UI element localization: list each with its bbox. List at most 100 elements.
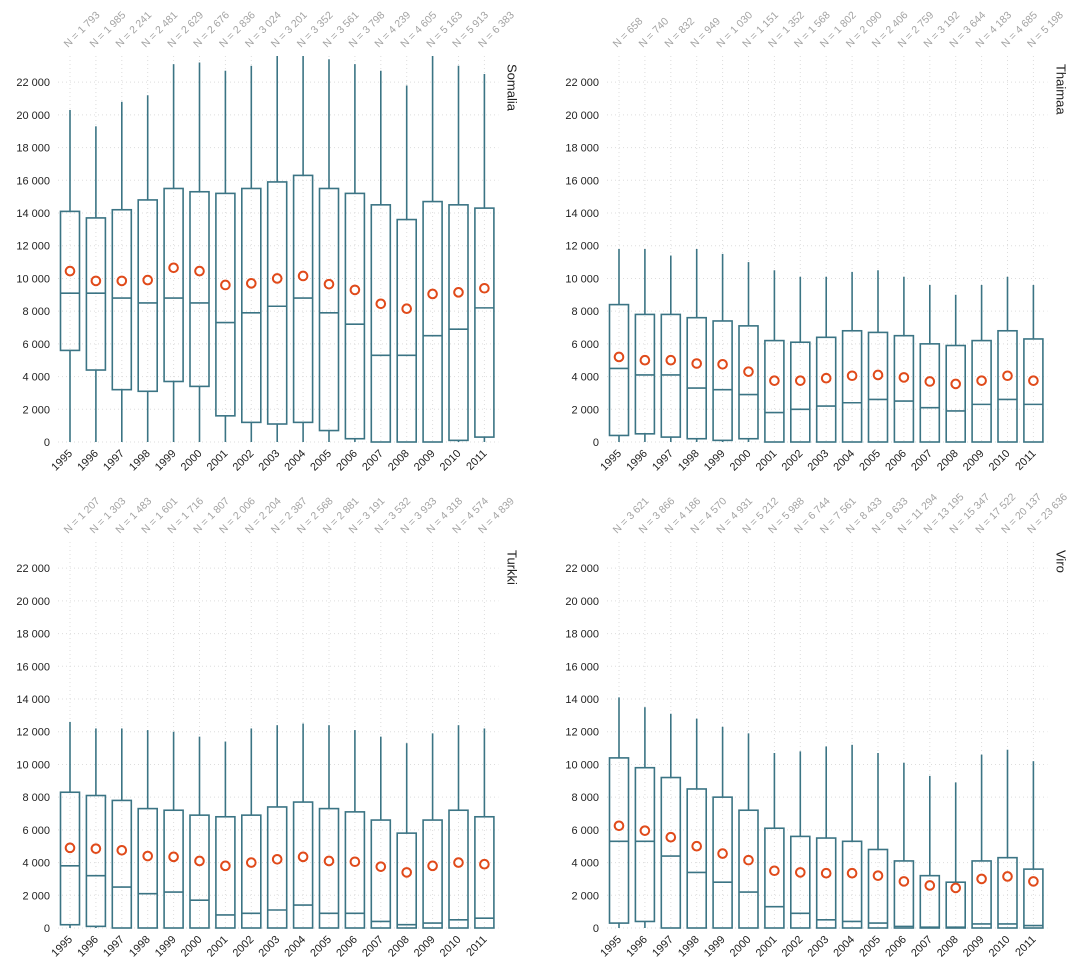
mean-marker	[1028, 876, 1039, 887]
mean-marker	[323, 855, 335, 867]
box	[893, 334, 915, 443]
x-tick-label: 2001	[754, 934, 780, 959]
box	[686, 316, 708, 440]
x-tick-label: 1996	[75, 448, 101, 474]
x-tick-label: 1997	[101, 934, 127, 959]
panel: 0 2 000 4 000 6 000 8 000 10 000 12 000 14 000 1…	[16, 9, 519, 473]
mean-marker	[924, 376, 936, 387]
mean-marker	[479, 858, 490, 870]
y-tick-label: 6 000	[22, 339, 50, 351]
box	[59, 791, 81, 926]
x-tick-label: 2002	[780, 448, 806, 474]
mean-marker	[769, 865, 780, 877]
y-tick-label: 16 000	[565, 175, 599, 187]
box	[370, 204, 392, 443]
x-tick-label: 2003	[257, 934, 283, 959]
mean-marker	[168, 851, 179, 863]
box	[85, 794, 107, 928]
mean-marker	[297, 851, 309, 863]
box	[241, 187, 262, 424]
mean-marker	[375, 298, 387, 310]
x-tick-label: 1998	[127, 934, 153, 959]
mean-marker	[1002, 871, 1013, 882]
box	[971, 339, 992, 443]
x-tick-label: 1996	[624, 934, 650, 959]
y-tick-label: 6 000	[571, 825, 599, 837]
x-tick-label: 2006	[883, 934, 909, 959]
x-tick-label: 1996	[624, 448, 650, 474]
y-tick-label: 6 000	[22, 825, 50, 837]
box	[163, 187, 184, 383]
mean-marker	[769, 375, 780, 386]
box	[266, 806, 288, 929]
panel-title: Thaimaa	[1053, 64, 1068, 115]
box	[163, 809, 184, 929]
y-tick-label: 18 000	[16, 629, 50, 641]
x-tick-label: 2007	[909, 934, 935, 959]
box	[867, 848, 889, 929]
mean-marker	[691, 358, 703, 369]
box	[945, 881, 967, 929]
mean-marker	[795, 375, 806, 386]
y-tick-label: 8 000	[571, 792, 599, 804]
x-tick-label: 1999	[153, 448, 179, 474]
box	[841, 329, 863, 443]
box	[189, 190, 210, 388]
mean-marker	[924, 880, 936, 891]
y-tick-label: 16 000	[16, 175, 50, 187]
x-tick-label: 2008	[935, 448, 961, 474]
y-tick-label: 18 000	[565, 143, 599, 155]
x-tick-label: 2003	[806, 934, 832, 959]
x-tick-label: 2010	[438, 934, 464, 959]
box	[1023, 868, 1044, 929]
box	[448, 204, 469, 442]
panel: 0 2 000 4 000 6 000 8 000 10 000 12 000 14 000 1…	[16, 495, 519, 959]
box	[111, 208, 133, 391]
x-tick-label: 2011	[464, 448, 489, 473]
y-tick-label: 20 000	[565, 596, 599, 608]
box	[189, 814, 210, 929]
x-tick-label: 1997	[650, 934, 676, 959]
box	[137, 807, 158, 929]
y-tick-label: 20 000	[16, 110, 50, 122]
box	[997, 856, 1018, 929]
box	[608, 757, 630, 924]
x-tick-label: 2010	[438, 448, 464, 474]
y-tick-label: 12 000	[16, 241, 50, 253]
y-tick-label: 6 000	[571, 339, 599, 351]
box	[396, 832, 418, 929]
mean-marker	[717, 359, 728, 370]
mean-marker	[976, 375, 987, 386]
y-tick-label: 8 000	[22, 792, 50, 804]
mean-marker	[665, 354, 677, 366]
x-tick-label: 2005	[308, 934, 334, 959]
box	[292, 801, 314, 929]
box	[1023, 338, 1044, 443]
x-tick-label: 1995	[598, 934, 624, 959]
x-tick-label: 2009	[961, 448, 987, 474]
box	[422, 819, 443, 929]
y-tick-label: 18 000	[565, 629, 599, 641]
x-tick-label: 1999	[702, 934, 728, 959]
box	[712, 796, 733, 929]
box	[686, 788, 708, 929]
x-tick-label: 1997	[101, 448, 127, 474]
mean-marker	[795, 867, 806, 878]
box	[764, 339, 785, 443]
mean-marker	[168, 262, 179, 274]
mean-marker	[898, 876, 910, 887]
x-tick-label: 2004	[831, 448, 857, 474]
y-tick-label: 14 000	[565, 208, 599, 220]
box	[945, 344, 967, 443]
mean-marker	[743, 366, 754, 377]
mean-marker	[872, 369, 884, 381]
x-tick-label: 2000	[728, 934, 754, 959]
box	[318, 807, 340, 929]
y-tick-label: 22 000	[16, 563, 50, 575]
x-tick-label: 2008	[935, 934, 961, 959]
box	[789, 341, 811, 443]
mean-marker	[427, 860, 438, 872]
y-tick-label: 0	[593, 437, 599, 449]
mean-marker	[194, 265, 205, 277]
